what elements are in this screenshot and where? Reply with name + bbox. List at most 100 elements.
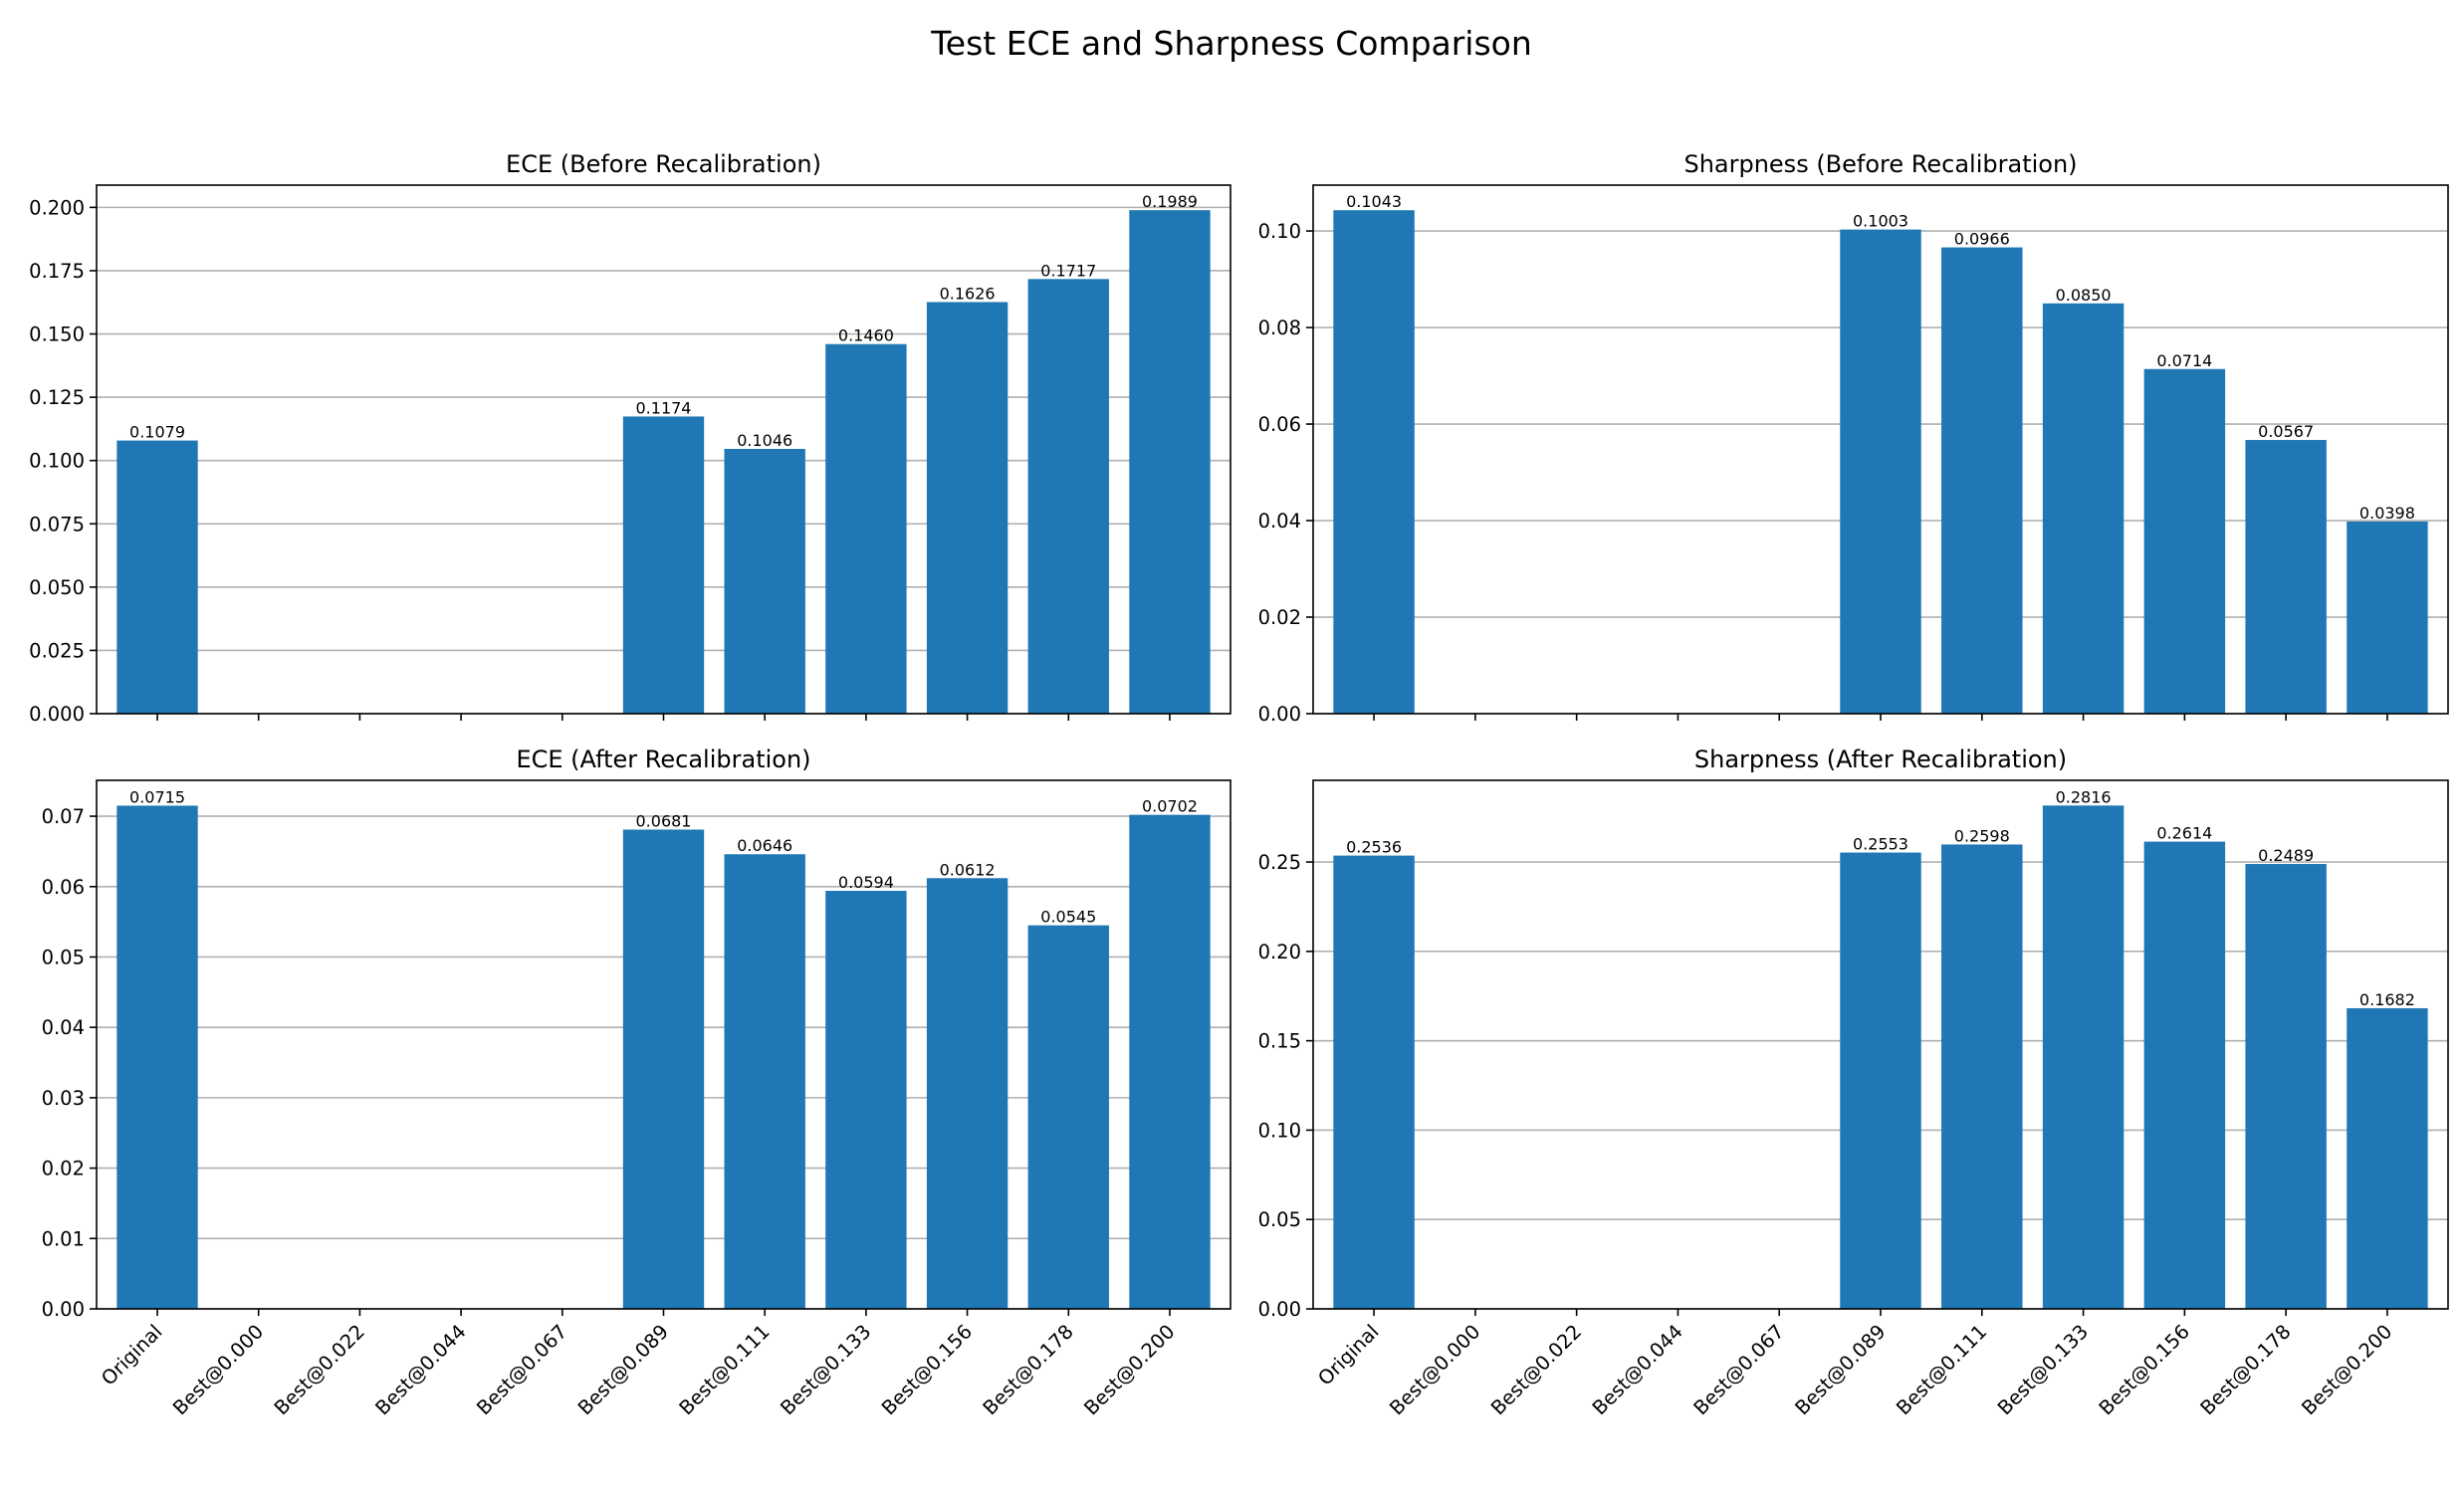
chart-sharpness-before: 0.1043 0.1003 0.0966 0.0850 0.0714 0.0567 0.03…: [1258, 150, 2449, 726]
bar: [1840, 229, 1921, 714]
x-axis-ticks: [156, 714, 1171, 721]
bar: [2347, 1007, 2428, 1309]
x-tick-label: Best@0.156: [2095, 1320, 2194, 1419]
chart-sharpness-after: 0.2536 0.2553 0.2598 0.2816 0.2614 0.2489 0.16…: [1258, 746, 2449, 1419]
bar: [1027, 279, 1109, 714]
bars: [116, 210, 1211, 714]
y-axis-ticks: 0.00 0.05 0.10 0.15 0.20 0.25: [1258, 851, 1313, 1321]
bar: [116, 440, 198, 714]
y-tick-label: 0.04: [1258, 510, 1301, 533]
x-tick-label: Best@0.133: [1993, 1320, 2093, 1419]
bar: [1129, 210, 1211, 714]
x-tick-label: Best@0.089: [573, 1320, 673, 1419]
y-tick-label: 0.02: [42, 1158, 85, 1180]
chart-ece-after: 0.0715 0.0681 0.0646 0.0594 0.0612 0.0545 0.07…: [42, 746, 1232, 1419]
y-tick-label: 0.175: [29, 260, 85, 283]
y-tick-label: 0.06: [42, 876, 85, 899]
y-tick-label: 0.00: [1258, 703, 1301, 726]
x-axis-ticks: Original Best@0.000 Best@0.022 Best@0.044 Be…: [97, 1309, 1180, 1419]
y-tick-label: 0.075: [29, 513, 85, 535]
y-tick-label: 0.05: [42, 946, 85, 968]
chart-title: ECE (After Recalibration): [516, 746, 810, 773]
x-tick-label: Original: [1313, 1320, 1383, 1389]
bar: [1027, 925, 1109, 1309]
x-tick-label: Best@0.156: [877, 1320, 977, 1419]
y-tick-label: 0.125: [29, 386, 85, 409]
x-tick-label: Best@0.178: [2196, 1320, 2296, 1419]
x-tick-label: Best@0.022: [1486, 1320, 1586, 1419]
y-axis-ticks: 0.000 0.025 0.050 0.075 0.100 0.125 0.150 0.175…: [29, 196, 97, 726]
x-tick-label: Original: [97, 1320, 166, 1389]
bar-value-label: 0.0966: [1954, 230, 2010, 249]
bars: [1333, 210, 2428, 715]
bar: [2042, 805, 2125, 1309]
figure-title: Test ECE and Sharpness Comparison: [930, 24, 1532, 63]
bar-value-label: 0.2598: [1954, 826, 2010, 845]
y-tick-label: 0.025: [29, 639, 85, 662]
y-tick-label: 0.00: [1258, 1298, 1301, 1321]
bar-value-label: 0.0594: [838, 873, 894, 892]
bar: [1941, 247, 2023, 715]
bar-value-labels: 0.0715 0.0681 0.0646 0.0594 0.0612 0.0545 0.07…: [129, 787, 1198, 926]
x-tick-label: Best@0.000: [168, 1320, 268, 1419]
y-axis-ticks: 0.00 0.02 0.04 0.06 0.08 0.10: [1258, 220, 1313, 726]
bar: [926, 302, 1008, 714]
bar-value-label: 0.0850: [2056, 286, 2112, 305]
y-tick-label: 0.20: [1258, 941, 1301, 963]
x-tick-label: Best@0.044: [371, 1320, 471, 1419]
bars: [1333, 805, 2428, 1309]
bar: [2143, 368, 2226, 714]
bar: [1941, 844, 2023, 1309]
x-tick-label: Best@0.111: [675, 1320, 775, 1419]
y-tick-label: 0.15: [1258, 1030, 1301, 1053]
y-tick-label: 0.200: [29, 196, 85, 219]
chart-title: Sharpness (After Recalibration): [1694, 746, 2067, 773]
bar-value-label: 0.1460: [838, 326, 894, 345]
x-axis-ticks: [1373, 714, 2388, 721]
x-tick-label: Best@0.200: [2297, 1320, 2396, 1419]
y-tick-label: 0.08: [1258, 317, 1301, 339]
bar-value-label: 0.1003: [1853, 212, 1908, 231]
bar-value-label: 0.1989: [1142, 192, 1198, 211]
chart-ece-before: 0.1079 0.1174 0.1046 0.1460 0.1626 0.1717 0.19…: [29, 150, 1232, 726]
bar: [724, 854, 805, 1309]
bar: [116, 805, 198, 1309]
bar-value-label: 0.0715: [129, 787, 185, 806]
y-tick-label: 0.06: [1258, 413, 1301, 436]
bar: [1333, 855, 1415, 1309]
bar: [926, 878, 1008, 1309]
bar: [724, 448, 805, 714]
bar-value-label: 0.0398: [2359, 504, 2415, 523]
y-tick-label: 0.10: [1258, 220, 1301, 243]
x-tick-label: Best@0.000: [1385, 1320, 1484, 1419]
x-tick-label: Best@0.067: [1689, 1320, 1789, 1419]
bar-value-labels: 0.1043 0.1003 0.0966 0.0850 0.0714 0.0567 0.03…: [1346, 192, 2415, 523]
y-tick-label: 0.01: [42, 1227, 85, 1250]
bar: [2245, 440, 2327, 714]
bar: [1333, 210, 1415, 715]
bar-value-label: 0.0714: [2156, 351, 2212, 370]
x-tick-label: Best@0.111: [1892, 1320, 1991, 1419]
bar-value-label: 0.1043: [1346, 192, 1402, 211]
y-tick-label: 0.02: [1258, 606, 1301, 629]
y-tick-label: 0.25: [1258, 851, 1301, 874]
bar: [622, 829, 705, 1309]
x-tick-label: Best@0.044: [1588, 1320, 1687, 1419]
bar-value-label: 0.0681: [636, 811, 692, 830]
bars: [116, 805, 1211, 1309]
bar-value-label: 0.1626: [940, 284, 996, 303]
x-tick-label: Best@0.178: [979, 1320, 1078, 1419]
bar-value-label: 0.0702: [1142, 797, 1198, 816]
x-tick-label: Best@0.089: [1790, 1320, 1890, 1419]
bar-value-labels: 0.1079 0.1174 0.1046 0.1460 0.1626 0.1717 0.19…: [129, 192, 1198, 450]
bar: [825, 343, 907, 714]
bar-value-label: 0.2816: [2056, 787, 2112, 806]
bar-value-label: 0.0612: [940, 860, 996, 879]
bar: [2245, 864, 2327, 1309]
bar-value-label: 0.2553: [1853, 835, 1908, 854]
y-tick-label: 0.000: [29, 703, 85, 726]
y-tick-label: 0.050: [29, 576, 85, 599]
bar-value-label: 0.1079: [129, 423, 185, 442]
bar-value-label: 0.1174: [636, 398, 692, 417]
